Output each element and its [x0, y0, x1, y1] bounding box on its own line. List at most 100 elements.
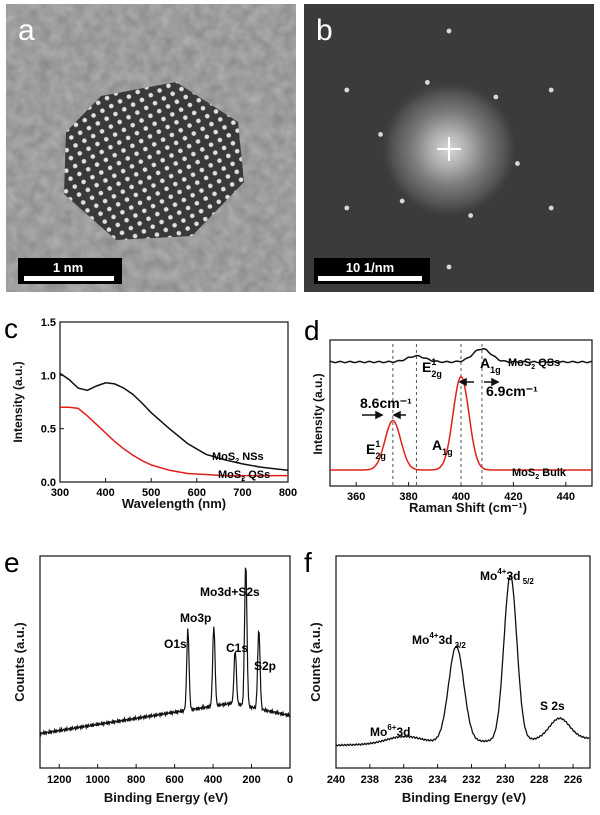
- x-tick-label: 1200: [47, 774, 71, 786]
- scale-bar-label: 10 1/nm: [346, 260, 394, 275]
- x-tick-label: 400: [96, 487, 114, 499]
- panel-c: c 300 400 500 600 700 800 0.0 0.5 1.0 1.5 MoS2 N…: [0, 310, 300, 530]
- plot-frame: [39, 555, 291, 769]
- chart-f: f 240 238 236 234 232 230 228 226 Mo6+3d Mo4+3d…: [304, 547, 591, 805]
- x-tick-label: 380: [399, 491, 417, 503]
- x-axis-label: Binding Energy (eV): [104, 790, 228, 805]
- fft-spot: [446, 264, 452, 270]
- panel-letter-e: e: [4, 547, 20, 578]
- x-tick-label: 230: [496, 774, 514, 786]
- fft-spot: [493, 94, 499, 100]
- series-line-0: [329, 348, 593, 364]
- x-tick-label: 228: [530, 774, 548, 786]
- y-axis-label: Counts (a.u.): [308, 622, 323, 701]
- x-tick-label: 240: [327, 774, 345, 786]
- fft-spot: [344, 87, 350, 93]
- series-label-qss: MoS2 QSs: [218, 469, 270, 483]
- x-tick-label: 1000: [85, 774, 109, 786]
- panel-letter-d: d: [304, 315, 320, 346]
- fft-spot: [446, 28, 452, 34]
- shift-annotation-2: 6.9cm⁻¹: [486, 383, 538, 399]
- x-tick-label: 400: [204, 774, 222, 786]
- fft-spot: [378, 132, 383, 137]
- fft-spot: [548, 87, 554, 93]
- x-tick-label: 0: [287, 774, 293, 786]
- x-tick-label: 200: [242, 774, 260, 786]
- x-tick-label: 600: [165, 774, 183, 786]
- panel-b: b 10 1/nm: [304, 4, 594, 292]
- fft-spot: [424, 80, 430, 85]
- series-line-1: [330, 375, 592, 471]
- x-tick-label: 800: [279, 487, 297, 499]
- quantum-sheet-lattice: [64, 82, 244, 240]
- y-axis-label: Counts (a.u.): [12, 622, 27, 701]
- peak-label-mo6: Mo6+3d: [370, 723, 410, 739]
- peak-label: C1s: [226, 641, 248, 655]
- x-tick-label: 226: [564, 774, 582, 786]
- panel-d: d 360 380 400 420 440 MoS2 QSs MoS2 Bulk E1 2…: [300, 310, 600, 530]
- peak-label-s2s: S 2s: [540, 699, 565, 713]
- chart-c: c 300 400 500 600 700 800 0.0 0.5 1.0 1.5 MoS2 N…: [4, 313, 297, 511]
- series-label-nss: MoS2 NSs: [212, 451, 264, 465]
- x-axis-label: Wavelength (nm): [122, 496, 226, 511]
- plot-frame: [59, 321, 289, 483]
- fft-image: b 10 1/nm: [304, 4, 594, 292]
- panel-letter-c: c: [4, 313, 18, 344]
- panel-e: e 1200 1000 800 600 400 200 0 O1s Mo3p Mo3d+S2s C…: [0, 540, 300, 810]
- x-tick-label: 300: [51, 487, 69, 499]
- x-tick-label: 700: [233, 487, 251, 499]
- x-tick-label: 440: [557, 491, 575, 503]
- panel-f: f 240 238 236 234 232 230 228 226 Mo6+3d Mo4+3d…: [300, 540, 600, 810]
- peak-label: S2p: [254, 659, 276, 673]
- y-tick-label: 0.5: [41, 424, 56, 436]
- chart-d: d 360 380 400 420 440 MoS2 QSs MoS2 Bulk E1 2…: [304, 315, 593, 515]
- survey-spectrum: [39, 567, 291, 737]
- x-tick-label: 234: [428, 774, 447, 786]
- peak-label: Mo3p: [180, 611, 211, 625]
- peak-label: Mo3d+S2s: [200, 585, 260, 599]
- peak-label-e2g-qss: E1 2g: [422, 357, 442, 379]
- x-tick-label: 800: [127, 774, 145, 786]
- y-tick-label: 1.5: [41, 317, 56, 329]
- x-tick-label: 500: [142, 487, 160, 499]
- scale-bar: [24, 276, 114, 281]
- fft-spot: [399, 198, 405, 204]
- x-tick-label: 236: [395, 774, 413, 786]
- peak-label-mo4-32: Mo4+3d 3/2: [412, 631, 466, 650]
- x-tick-label: 600: [188, 487, 206, 499]
- panel-a: a 1 nm: [6, 4, 296, 292]
- shift-arrows: [362, 377, 500, 420]
- peak-label-mo4-52: Mo4+3d 5/2: [480, 567, 534, 586]
- panel-letter-a: a: [18, 14, 35, 47]
- panel-letter-f: f: [304, 547, 312, 578]
- fft-spot: [515, 161, 520, 166]
- fft-spot: [468, 213, 474, 218]
- y-tick-label: 0.0: [41, 477, 56, 489]
- panel-letter-b: b: [316, 14, 333, 47]
- shift-annotation-1: 8.6cm⁻¹: [360, 395, 412, 411]
- series-label-qss: MoS2 QSs: [508, 357, 560, 371]
- scale-bar: [318, 276, 422, 281]
- x-tick-label: 400: [452, 491, 470, 503]
- scale-bar-label: 1 nm: [53, 260, 83, 275]
- x-axis-label: Raman Shift (cm⁻¹): [409, 500, 527, 515]
- fft-diffraction-spots: [344, 28, 554, 270]
- hrtem-image: a 1 nm: [6, 4, 296, 292]
- series-label-bulk: MoS2 Bulk: [512, 467, 567, 481]
- peak-label: O1s: [164, 637, 187, 651]
- series-line-0: [59, 372, 289, 472]
- y-axis-label: Intensity (a.u.): [11, 361, 25, 442]
- x-tick-label: 420: [504, 491, 522, 503]
- x-axis-label: Binding Energy (eV): [402, 790, 526, 805]
- y-axis-label: Intensity (a.u.): [311, 373, 325, 454]
- x-tick-label: 360: [347, 491, 365, 503]
- mo3d-spectrum: [335, 575, 590, 747]
- y-tick-label: 1.0: [41, 370, 56, 382]
- series-line-1: [60, 406, 288, 477]
- x-tick-label: 232: [462, 774, 480, 786]
- x-tick-label: 238: [361, 774, 379, 786]
- plot-frame: [335, 555, 591, 769]
- fft-spot: [344, 205, 350, 211]
- chart-e: e 1200 1000 800 600 400 200 0 O1s Mo3p Mo3d+S2s C…: [4, 547, 293, 805]
- fft-spot: [548, 205, 554, 211]
